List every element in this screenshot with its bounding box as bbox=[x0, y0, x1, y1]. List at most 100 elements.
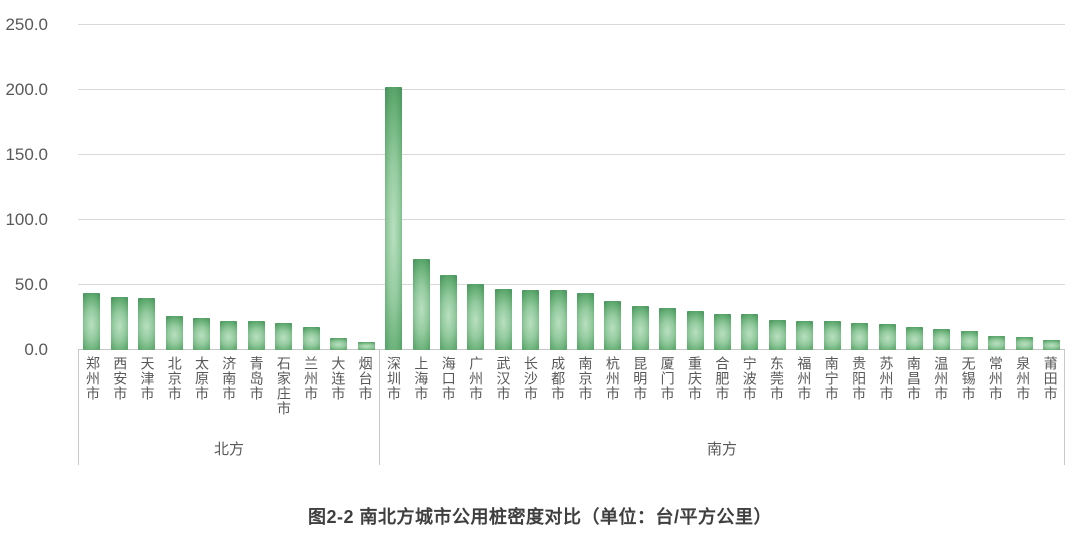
bar-slot bbox=[517, 290, 544, 350]
x-tick-label: 济南市 bbox=[215, 356, 242, 440]
bar-北京市 bbox=[165, 316, 183, 350]
bar-slot bbox=[215, 321, 242, 350]
bar-slot bbox=[105, 296, 132, 350]
x-tick-label: 常州市 bbox=[982, 356, 1009, 440]
x-tick-label: 宁波市 bbox=[736, 356, 763, 440]
bar-slot bbox=[133, 298, 160, 350]
x-tick-label-text: 长沙市 bbox=[522, 356, 539, 401]
x-tick-label: 武汉市 bbox=[489, 356, 516, 440]
x-tick-label-text: 宁波市 bbox=[741, 356, 758, 401]
x-tick-label-text: 海口市 bbox=[440, 356, 457, 401]
bar-深圳市 bbox=[385, 87, 403, 350]
south-city-labels: 深圳市 上海市 海口市 广州市 武汉市 长沙市 成都市 南京市 杭州市 昆明市 厦门市 重庆市 合肥市宁… bbox=[380, 350, 1064, 440]
gridline bbox=[78, 24, 1065, 25]
bar-东莞市 bbox=[768, 320, 786, 350]
x-tick-label: 广州市 bbox=[462, 356, 489, 440]
bar-slot bbox=[544, 290, 571, 350]
x-tick-label-text: 贵阳市 bbox=[851, 356, 868, 401]
x-tick-label-text: 南京市 bbox=[577, 356, 594, 401]
x-tick-label: 南昌市 bbox=[900, 356, 927, 440]
bar-slot bbox=[791, 321, 818, 350]
x-tick-label-text: 石家庄市 bbox=[275, 356, 292, 416]
plot-area bbox=[78, 24, 1065, 350]
x-tick-label: 贵阳市 bbox=[845, 356, 872, 440]
bar-slot bbox=[462, 283, 489, 350]
x-tick-label: 泉州市 bbox=[1009, 356, 1036, 440]
gridline bbox=[78, 284, 1065, 285]
x-tick-label: 天津市 bbox=[134, 356, 161, 440]
bar-slot bbox=[407, 259, 434, 350]
x-tick-label: 北京市 bbox=[161, 356, 188, 440]
bar-slot bbox=[599, 300, 626, 350]
x-tick-label-text: 太原市 bbox=[194, 356, 211, 401]
x-tick-label: 南宁市 bbox=[818, 356, 845, 440]
x-tick-label-text: 温州市 bbox=[933, 356, 950, 401]
bar-slot bbox=[1010, 337, 1037, 350]
x-tick-label: 青岛市 bbox=[243, 356, 270, 440]
y-axis: 0.0 50.0 100.0 150.0 200.0 250.0 bbox=[0, 15, 60, 359]
x-tick-label: 厦门市 bbox=[654, 356, 681, 440]
bar-slot bbox=[188, 317, 215, 350]
bar-泉州市 bbox=[1015, 337, 1033, 350]
bar-海口市 bbox=[440, 274, 458, 350]
x-tick-label: 太原市 bbox=[188, 356, 215, 440]
x-tick-label: 成都市 bbox=[544, 356, 571, 440]
x-tick-label-text: 烟台市 bbox=[357, 356, 374, 401]
y-tick-label: 250.0 bbox=[5, 15, 48, 34]
bar-slot bbox=[846, 322, 873, 350]
x-tick-label: 重庆市 bbox=[681, 356, 708, 440]
bars-layer bbox=[78, 25, 1065, 350]
bar-苏州市 bbox=[878, 324, 896, 350]
y-tick-label: 50.0 bbox=[14, 275, 48, 294]
bar-天津市 bbox=[138, 298, 156, 350]
bar-莆田市 bbox=[1042, 339, 1060, 350]
bar-大连市 bbox=[330, 338, 348, 350]
bar-福州市 bbox=[796, 321, 814, 350]
bar-南京市 bbox=[577, 292, 595, 350]
x-tick-label-text: 济南市 bbox=[221, 356, 238, 401]
gridline bbox=[78, 154, 1065, 155]
x-tick-label: 温州市 bbox=[927, 356, 954, 440]
bar-slot bbox=[572, 292, 599, 350]
north-bars bbox=[78, 25, 380, 350]
x-tick-label: 石家庄市 bbox=[270, 356, 297, 440]
bar-郑州市 bbox=[83, 292, 101, 350]
bar-slot bbox=[901, 326, 928, 350]
bar-slot bbox=[380, 87, 407, 350]
bar-slot bbox=[819, 321, 846, 350]
x-tick-label-text: 苏州市 bbox=[878, 356, 895, 401]
bar-宁波市 bbox=[741, 313, 759, 350]
bar-常州市 bbox=[988, 335, 1006, 350]
bar-slot bbox=[435, 274, 462, 350]
x-tick-label: 兰州市 bbox=[297, 356, 324, 440]
x-tick-label-text: 东莞市 bbox=[769, 356, 786, 401]
x-tick-label: 长沙市 bbox=[517, 356, 544, 440]
bar-slot bbox=[1038, 339, 1065, 350]
x-tick-label: 烟台市 bbox=[352, 356, 379, 440]
bar-广州市 bbox=[467, 283, 485, 350]
x-tick-label-text: 昆明市 bbox=[632, 356, 649, 401]
x-tick-label-text: 郑州市 bbox=[84, 356, 101, 401]
x-tick-label: 深圳市 bbox=[380, 356, 407, 440]
x-tick-label-text: 兰州市 bbox=[303, 356, 320, 401]
x-tick-label-text: 广州市 bbox=[468, 356, 485, 401]
x-tick-label: 大连市 bbox=[324, 356, 351, 440]
bar-成都市 bbox=[549, 290, 567, 350]
x-tick-label-text: 青岛市 bbox=[248, 356, 265, 401]
bar-slot bbox=[736, 313, 763, 350]
bar-slot bbox=[764, 320, 791, 350]
x-tick-label: 西安市 bbox=[106, 356, 133, 440]
bar-石家庄市 bbox=[275, 322, 293, 350]
x-tick-label-text: 西安市 bbox=[112, 356, 129, 401]
x-tick-label-text: 杭州市 bbox=[604, 356, 621, 401]
gridline bbox=[78, 219, 1065, 220]
bar-slot bbox=[490, 288, 517, 350]
x-tick-label-text: 常州市 bbox=[987, 356, 1004, 401]
bar-杭州市 bbox=[604, 300, 622, 350]
y-tick-label: 200.0 bbox=[5, 80, 48, 99]
y-tick-label: 0.0 bbox=[24, 340, 48, 359]
gridline bbox=[78, 89, 1065, 90]
south-bars bbox=[380, 25, 1065, 350]
x-tick-label: 昆明市 bbox=[626, 356, 653, 440]
x-tick-label-text: 武汉市 bbox=[495, 356, 512, 401]
